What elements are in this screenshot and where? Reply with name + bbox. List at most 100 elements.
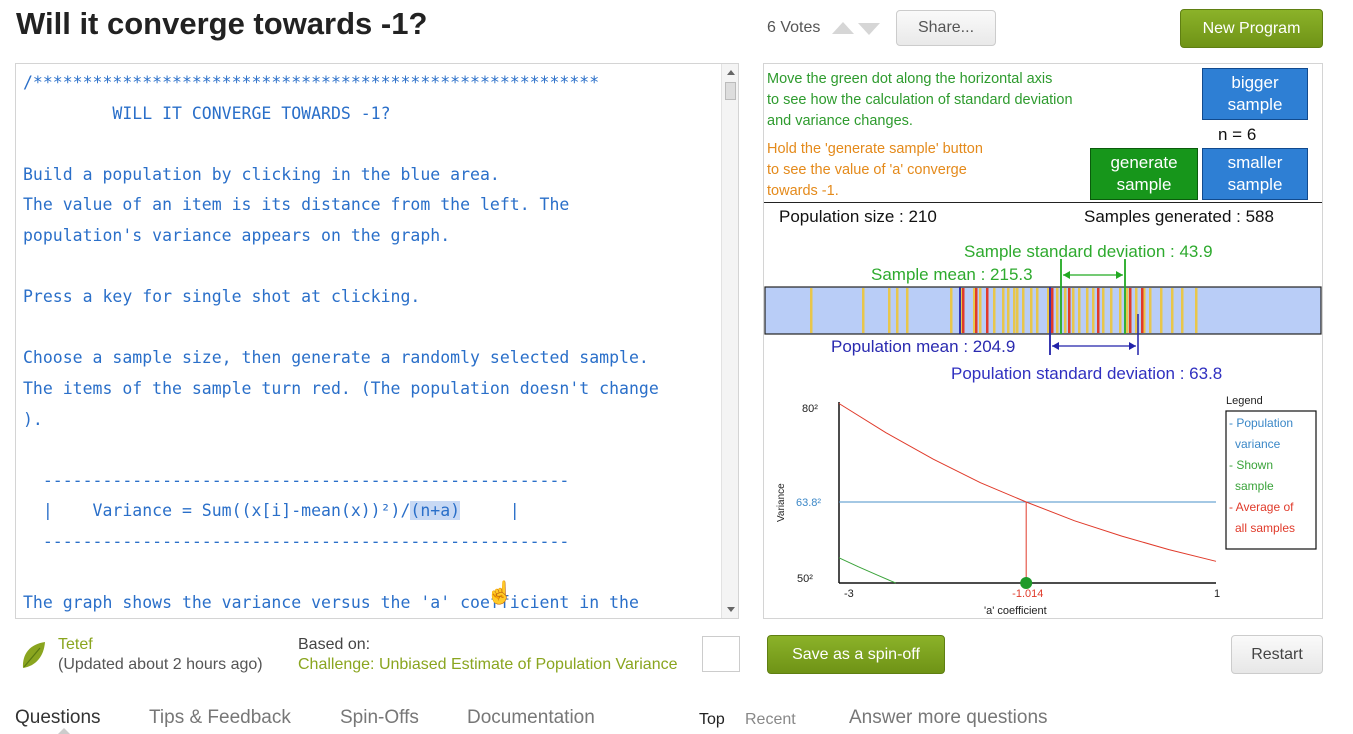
hold-instructions-text: Hold the 'generate sample' button to see…	[767, 139, 983, 202]
population-item	[1072, 288, 1075, 333]
population-item	[1149, 288, 1152, 333]
button-label: sample	[1227, 175, 1283, 194]
population-size-label: Population size : 210	[779, 207, 937, 226]
code-line[interactable]	[23, 558, 659, 589]
new-program-button[interactable]: New Program	[1180, 9, 1323, 48]
code-line[interactable]: The items of the sample turn red. (The p…	[23, 378, 659, 398]
code-line[interactable]: /***************************************…	[23, 73, 600, 92]
population-item	[979, 288, 982, 333]
arrow-head	[1063, 271, 1070, 279]
population-item	[1064, 288, 1067, 333]
scroll-up-icon[interactable]	[727, 70, 735, 75]
tab-tips[interactable]: Tips & Feedback	[149, 707, 291, 728]
code-line[interactable]: Choose a sample size, then generate a ra…	[23, 348, 649, 368]
button-label: smaller	[1227, 153, 1283, 172]
author-name[interactable]: Tetef	[58, 636, 93, 653]
population-item	[1036, 288, 1039, 333]
y-axis-label: Variance	[776, 483, 787, 522]
vote-count: 6 Votes	[767, 19, 821, 36]
population-item	[1119, 288, 1122, 333]
sort-top[interactable]: Top	[699, 711, 725, 728]
instruction-line: and variance changes.	[767, 113, 913, 129]
code-line[interactable]: The value of an item is its distance fro…	[23, 195, 570, 215]
code-line[interactable]: The graph shows the variance versus the …	[23, 593, 639, 613]
population-strip[interactable]	[764, 259, 1322, 359]
code-editor[interactable]: /***************************************…	[15, 63, 739, 619]
legend-entry: - Shown	[1229, 458, 1273, 472]
population-mean-label: Population mean : 204.9	[831, 337, 1016, 356]
based-on-link[interactable]: Challenge: Unbiased Estimate of Populati…	[298, 656, 678, 673]
sort-recent[interactable]: Recent	[745, 711, 796, 728]
code-line[interactable]: ).	[23, 409, 43, 429]
smaller-sample-button[interactable]: smaller sample	[1202, 148, 1308, 200]
instruction-line: Move the green dot along the horizontal …	[767, 71, 1053, 87]
code-line[interactable]: population's variance appears on the gra…	[23, 225, 451, 245]
y-tick-label: 50²	[797, 573, 813, 585]
population-sd-label: Population standard deviation : 63.8	[951, 364, 1223, 383]
button-label: generate	[1110, 153, 1178, 172]
sample-mean-label: Sample mean : 215.3	[871, 265, 1033, 284]
code-line[interactable]: Press a key for single shot at clicking.	[23, 287, 421, 307]
code-line[interactable]: Build a population by clicking in the bl…	[23, 164, 500, 184]
population-item	[1092, 288, 1095, 333]
code-line[interactable]: | Variance = Sum((x[i]-mean(x))²)/(n+a) …	[23, 501, 520, 521]
program-canvas[interactable]: Move the green dot along the horizontal …	[763, 63, 1323, 619]
population-item	[993, 288, 996, 333]
sample-item	[962, 288, 965, 333]
population-item	[960, 288, 963, 333]
legend-box	[1225, 410, 1317, 550]
population-item	[973, 288, 976, 333]
legend-entry: - Average of	[1229, 500, 1294, 514]
vote-down-icon[interactable]	[858, 23, 880, 35]
tab-documentation[interactable]: Documentation	[467, 707, 595, 728]
population-item	[1078, 288, 1081, 333]
code-line[interactable]: ----------------------------------------…	[23, 531, 570, 551]
generate-sample-button[interactable]: generate sample	[1090, 148, 1198, 200]
sample-item	[975, 288, 978, 333]
legend-entry: - Population	[1229, 416, 1293, 430]
average-samples-curve	[838, 403, 1217, 562]
instruction-line: to see how the calculation of standard d…	[767, 92, 1073, 108]
population-item	[1181, 288, 1184, 333]
share-button[interactable]: Share...	[896, 10, 996, 46]
selected-a-value: -1.014	[1012, 588, 1043, 600]
bigger-sample-button[interactable]: bigger sample	[1202, 68, 1308, 120]
population-item	[1126, 288, 1129, 333]
x-tick-label: -3	[844, 588, 854, 600]
tab-indicator	[58, 728, 70, 734]
scroll-down-icon[interactable]	[727, 607, 735, 612]
population-item	[1030, 288, 1033, 333]
a-slider-dot[interactable]	[1020, 577, 1033, 589]
legend-entry: all samples	[1235, 521, 1295, 535]
button-label: bigger	[1231, 73, 1279, 92]
population-item	[1171, 288, 1174, 333]
code-line[interactable]	[23, 435, 659, 466]
code-text[interactable]: /***************************************…	[23, 68, 659, 618]
x-tick-label: 1	[1214, 588, 1220, 600]
tab-spinoffs[interactable]: Spin-Offs	[340, 707, 419, 728]
code-fragment[interactable]: |	[460, 501, 520, 521]
thumbnail-box[interactable]	[702, 636, 740, 672]
y-tick-label: 80²	[802, 403, 818, 415]
answer-more-link[interactable]: Answer more questions	[849, 707, 1048, 728]
variance-chart[interactable]: 80² 50² -3 1 Variance 'a' coefficient 63.8² -1.…	[764, 392, 1322, 618]
code-line[interactable]	[23, 313, 659, 344]
arrow-head	[1129, 342, 1136, 350]
sample-item	[1068, 288, 1071, 333]
population-item	[1007, 288, 1010, 333]
tab-questions[interactable]: Questions	[15, 707, 101, 728]
code-line[interactable]: ----------------------------------------…	[23, 470, 570, 490]
editor-scrollbar[interactable]	[721, 64, 738, 618]
vote-up-icon[interactable]	[832, 22, 854, 34]
scroll-thumb[interactable]	[725, 82, 736, 100]
restart-button[interactable]: Restart	[1231, 635, 1323, 674]
selected-code[interactable]: (n+a)	[410, 501, 461, 521]
code-line[interactable]	[23, 252, 659, 283]
population-item	[1047, 288, 1050, 333]
code-line[interactable]: WILL IT CONVERGE TOWARDS -1?	[23, 103, 391, 123]
code-line[interactable]	[23, 129, 659, 160]
population-item	[906, 288, 909, 333]
population-item	[810, 288, 813, 333]
sample-item	[1051, 288, 1054, 333]
save-spinoff-button[interactable]: Save as a spin-off	[767, 635, 945, 674]
